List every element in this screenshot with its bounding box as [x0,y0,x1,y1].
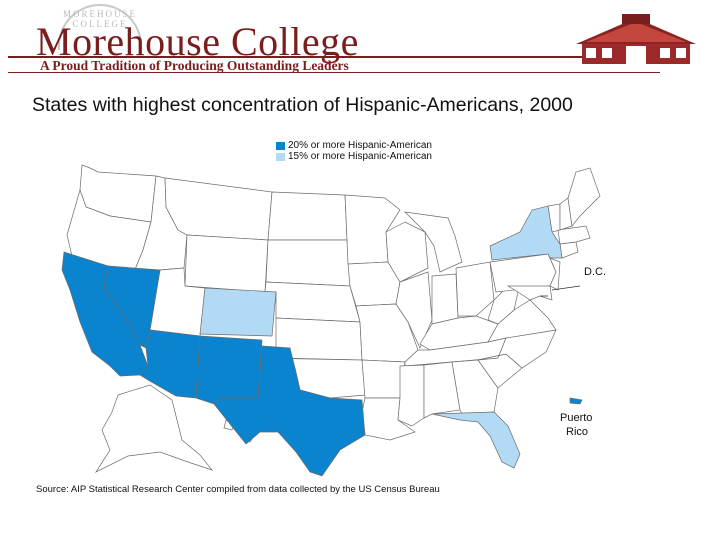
state-ohio [455,261,495,317]
legend-label: 15% or more Hispanic-American [288,151,432,162]
legend-swatch [276,152,285,161]
state-colorado [199,287,277,337]
puerto-rico-label-line2: Rico [566,426,589,438]
building-icon [576,14,696,64]
legend-item: 20% or more Hispanic-American [276,140,432,151]
page-title: States with highest concentration of His… [32,94,573,116]
state-north-dakota [267,191,348,241]
state-alaska [95,384,214,473]
seal-text: MOREHOUSE COLLEGE [62,9,137,29]
header-rule [8,56,660,58]
territory-puerto-rico [569,397,583,405]
tagline: A Proud Tradition of Producing Outstandi… [40,58,349,73]
state-new-york [489,205,563,261]
state-illinois [395,271,433,349]
state-texas [213,345,366,477]
header: MOREHOUSE COLLEGE Morehouse College A Pr… [0,0,720,85]
source-note: Source: AIP Statistical Research Center … [36,484,440,495]
state-new-mexico [195,335,263,405]
state-south-dakota [265,239,351,287]
state-florida [431,411,521,469]
state-michigan [404,211,463,273]
state-new-jersey [549,257,561,291]
state-alabama [423,361,461,419]
legend-item: 15% or more Hispanic-American [276,151,432,162]
state-nebraska [264,281,361,323]
state-connecticut [559,241,579,259]
legend-swatch [276,141,285,150]
puerto-rico-label-line1: Puerto [560,412,593,424]
state-wisconsin [385,221,429,283]
state-arkansas [361,359,406,399]
highlighted-states [61,205,583,477]
state-massachusetts [557,225,591,245]
state-indiana [431,273,459,325]
dc-label: D.C. [584,266,606,278]
callout-lines [540,285,581,297]
state-outlines [66,164,601,473]
legend-label: 20% or more Hispanic-American [288,140,432,151]
college-name: Morehouse College [36,19,359,64]
state-wyoming [184,234,269,293]
state-nevada [103,265,161,349]
state-mississippi [397,364,425,427]
map-legend: 20% or more Hispanic-American 15% or mor… [276,140,432,162]
state-montana [164,177,273,241]
header-rule-thin [8,72,660,73]
state-maine [567,167,601,227]
